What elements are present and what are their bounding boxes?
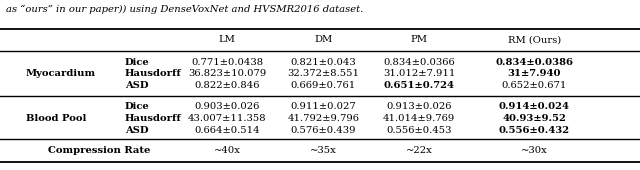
Text: Compression Rate: Compression Rate bbox=[48, 146, 150, 155]
Text: ~40x: ~40x bbox=[214, 146, 241, 155]
Text: ASD: ASD bbox=[125, 81, 148, 90]
Text: Blood Pool: Blood Pool bbox=[26, 114, 86, 123]
Text: 0.556±0.432: 0.556±0.432 bbox=[499, 126, 570, 134]
Text: 43.007±11.358: 43.007±11.358 bbox=[188, 114, 266, 123]
Text: LM: LM bbox=[219, 36, 236, 44]
Text: 0.913±0.026: 0.913±0.026 bbox=[387, 102, 452, 111]
Text: 31±7.940: 31±7.940 bbox=[508, 70, 561, 78]
Text: 0.576±0.439: 0.576±0.439 bbox=[291, 126, 356, 134]
Text: Dice: Dice bbox=[125, 58, 150, 66]
Text: 0.822±0.846: 0.822±0.846 bbox=[195, 81, 260, 90]
Text: Hausdorff: Hausdorff bbox=[125, 70, 182, 78]
Text: 0.834±0.0386: 0.834±0.0386 bbox=[495, 58, 573, 66]
Text: Dice: Dice bbox=[125, 102, 150, 111]
Text: Hausdorff: Hausdorff bbox=[125, 114, 182, 123]
Text: 0.821±0.043: 0.821±0.043 bbox=[291, 58, 356, 66]
Text: 40.93±9.52: 40.93±9.52 bbox=[502, 114, 566, 123]
Text: 41.014±9.769: 41.014±9.769 bbox=[383, 114, 455, 123]
Text: 32.372±8.551: 32.372±8.551 bbox=[287, 70, 359, 78]
Text: 0.556±0.453: 0.556±0.453 bbox=[387, 126, 452, 134]
Text: 0.652±0.671: 0.652±0.671 bbox=[502, 81, 567, 90]
Text: ~30x: ~30x bbox=[521, 146, 548, 155]
Text: 0.669±0.761: 0.669±0.761 bbox=[291, 81, 356, 90]
Text: Myocardium: Myocardium bbox=[26, 70, 96, 78]
Text: 0.914±0.024: 0.914±0.024 bbox=[499, 102, 570, 111]
Text: 0.911±0.027: 0.911±0.027 bbox=[291, 102, 356, 111]
Text: 36.823±10.079: 36.823±10.079 bbox=[188, 70, 266, 78]
Text: 0.903±0.026: 0.903±0.026 bbox=[195, 102, 260, 111]
Text: 0.771±0.0438: 0.771±0.0438 bbox=[191, 58, 263, 66]
Text: RM (Ours): RM (Ours) bbox=[508, 36, 561, 44]
Text: ~22x: ~22x bbox=[406, 146, 433, 155]
Text: 31.012±7.911: 31.012±7.911 bbox=[383, 70, 456, 78]
Text: 41.792±9.796: 41.792±9.796 bbox=[287, 114, 359, 123]
Text: 0.651±0.724: 0.651±0.724 bbox=[384, 81, 454, 90]
Text: DM: DM bbox=[314, 36, 332, 44]
Text: 0.834±0.0366: 0.834±0.0366 bbox=[383, 58, 455, 66]
Text: ASD: ASD bbox=[125, 126, 148, 134]
Text: ~35x: ~35x bbox=[310, 146, 337, 155]
Text: as “ours” in our paper)) using DenseVoxNet and HVSMR2016 dataset.: as “ours” in our paper)) using DenseVoxN… bbox=[6, 5, 364, 14]
Text: PM: PM bbox=[411, 36, 428, 44]
Text: 0.664±0.514: 0.664±0.514 bbox=[195, 126, 260, 134]
